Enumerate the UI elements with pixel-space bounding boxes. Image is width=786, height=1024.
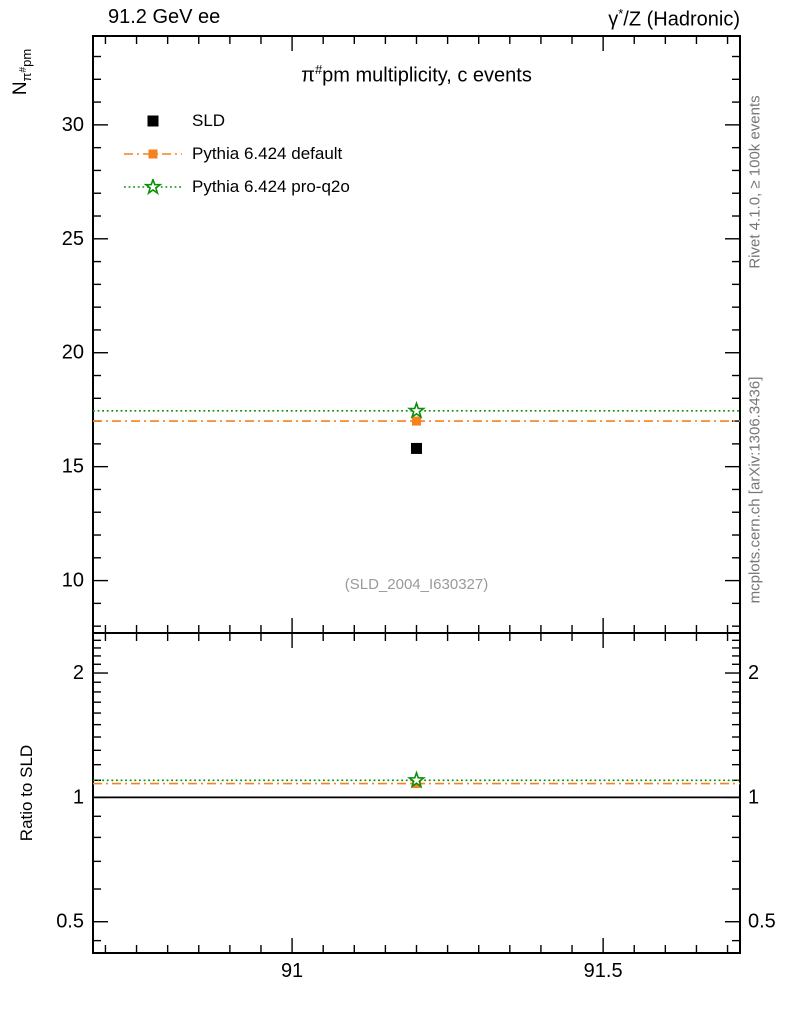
y-tick-labels-ratio: 0.5 0.5 1 1 2 2: [56, 662, 776, 933]
legend-glyph-square: [124, 149, 182, 159]
legend-item: Pythia 6.424 default: [124, 144, 343, 163]
legend-glyph-square: [147, 115, 159, 127]
svg-text:2: 2: [73, 662, 84, 684]
svg-text:10: 10: [62, 570, 84, 592]
legend-glyph-star: [124, 179, 182, 195]
y-axis-label-base: N: [10, 81, 32, 96]
series-main: [93, 400, 740, 454]
side-note-mcplots: mcplots.cern.ch [arXiv:1306.3436]: [746, 376, 764, 604]
header-process-rest: /Z (Hadronic): [623, 8, 740, 31]
svg-text:30: 30: [62, 114, 84, 136]
header-process: γ*/Z (Hadronic): [93, 6, 740, 32]
y-ticks-ratio: [94, 639, 739, 942]
header-process-base: γ: [608, 8, 619, 31]
y-axis-label-ratio: Ratio to SLD: [17, 744, 36, 842]
svg-text:0.5: 0.5: [56, 911, 84, 933]
legend-item: SLD: [124, 111, 226, 130]
panel-frames: [92, 35, 741, 954]
svg-text:91.5: 91.5: [584, 960, 623, 982]
x-tick-labels: 91 91.5: [281, 960, 623, 982]
svg-text:1: 1: [748, 786, 759, 808]
legend-label: SLD: [192, 111, 226, 130]
legend-label: Pythia 6.424 pro-q2o: [192, 177, 350, 196]
svg-text:0.5: 0.5: [748, 911, 776, 933]
side-note-rivet: Rivet 4.1.0, ≥ 100k events: [746, 95, 764, 269]
svg-text:20: 20: [62, 342, 84, 364]
y-axis-label-sub: π#pm: [17, 48, 34, 82]
svg-text:15: 15: [62, 456, 84, 478]
y-axis-label-sub-pi: π: [18, 72, 34, 82]
svg-text:91: 91: [281, 960, 303, 982]
plot-title: π#pm multiplicity, c events: [93, 62, 740, 88]
plot-title-pi: π: [301, 64, 315, 87]
header-beam-energy: 91.2 GeV ee: [108, 6, 221, 28]
y-ticks-main: [94, 55, 739, 627]
x-ticks: [104, 37, 729, 952]
y-tick-labels-main: 10 15 20 25 30: [62, 114, 84, 592]
analysis-watermark: (SLD_2004_I630327): [344, 576, 489, 593]
svg-text:1: 1: [73, 786, 84, 808]
y-axis-label-sup: #: [17, 66, 29, 73]
plot-title-sup: #: [314, 62, 323, 77]
y-axis-label-sub-rest: pm: [18, 48, 34, 67]
series-ratio: [93, 770, 740, 799]
plot-title-rest: pm multiplicity, c events: [322, 64, 532, 87]
svg-text:2: 2: [748, 662, 759, 684]
header-process-sup: *: [618, 6, 624, 21]
legend-label: Pythia 6.424 default: [192, 144, 343, 163]
legend-item: Pythia 6.424 pro-q2o: [124, 177, 350, 196]
svg-text:25: 25: [62, 228, 84, 250]
y-axis-label-main: Nπ#pm: [10, 49, 34, 95]
